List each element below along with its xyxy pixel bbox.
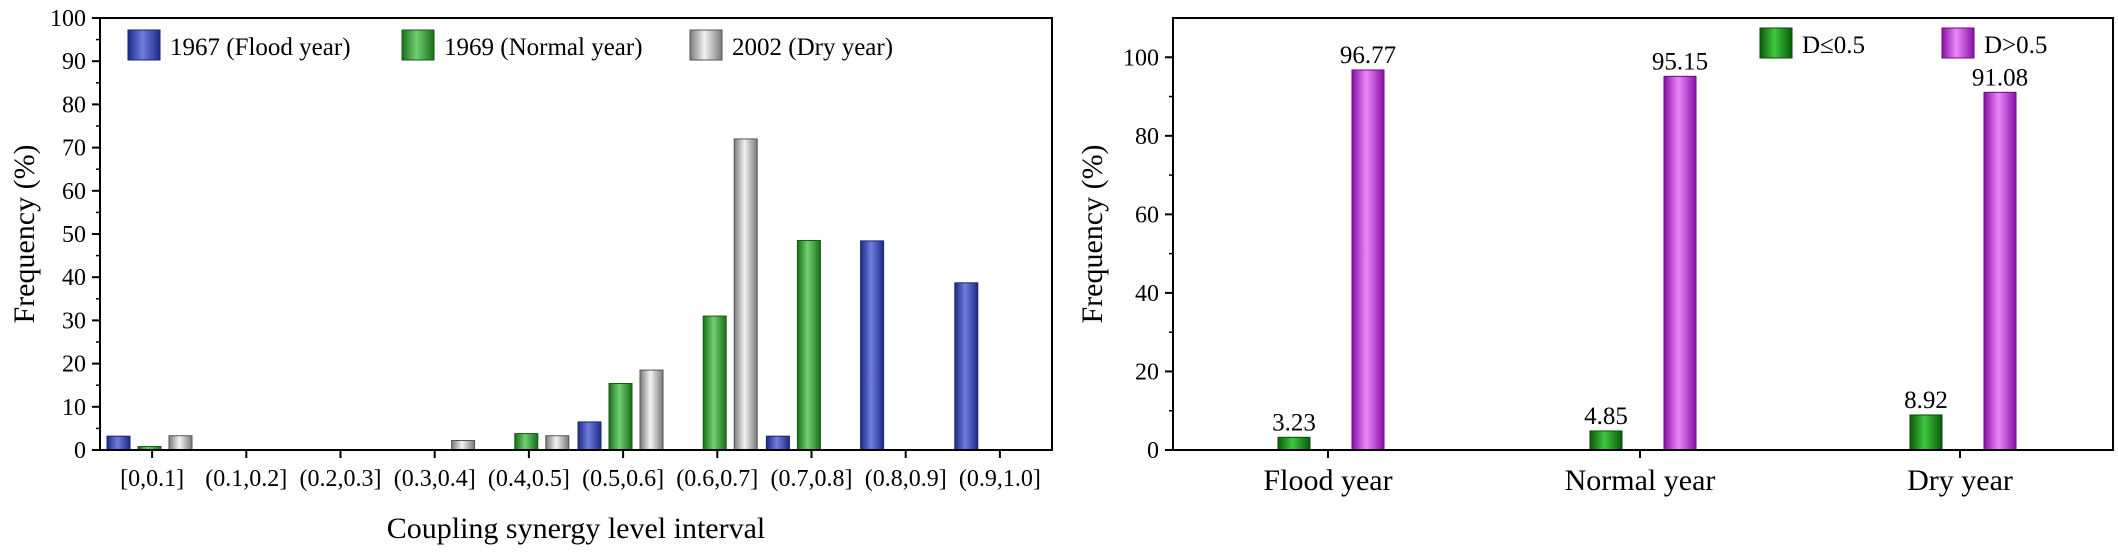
right-legend-swatch-1 [1759, 27, 1793, 59]
left-plot-frame [99, 17, 1053, 451]
left-legend: 1967 (Flood year) 1969 (Normal year) 2002 … [127, 29, 893, 61]
right-legend-swatch-2 [1941, 27, 1975, 59]
left-x-tick-label: (0.4,0.5] [488, 466, 570, 492]
chart-right: 3.23 96.77 4.85 95.15 8.92 91.08 0 20 40 60 80 100… [1076, 17, 2114, 497]
left-legend-label-1: 1967 (Flood year) [170, 34, 351, 61]
right-data-label-2-3: 91.08 [1972, 64, 2028, 91]
left-x-tick-label: (0.9,1.0] [959, 466, 1041, 492]
left-y-tick-label: 100 [50, 6, 86, 32]
left-bar-3-5 [545, 435, 570, 451]
right-y-tick-label: 0 [1147, 438, 1159, 464]
right-y-tick-label: 80 [1135, 124, 1159, 150]
right-x-tick-label: Normal year [1565, 464, 1716, 497]
right-data-label-2-1: 96.77 [1340, 42, 1396, 69]
right-legend-label-1: D≤0.5 [1802, 32, 1865, 59]
left-y-tick-label: 30 [62, 308, 86, 334]
left-y-axis-title: Frequency (%) [8, 144, 41, 323]
left-y-tick-label: 80 [62, 92, 86, 118]
right-plot-frame [1172, 17, 2114, 451]
left-y-tick-label: 20 [62, 352, 86, 378]
left-legend-label-3: 2002 (Dry year) [732, 34, 893, 61]
left-legend-swatch-3 [689, 29, 723, 61]
left-bar-1-8 [765, 435, 790, 451]
left-bar-1-9 [860, 240, 885, 451]
right-x-tick-label: Flood year [1263, 464, 1392, 497]
left-legend-swatch-1 [127, 29, 161, 61]
left-bar-3-4 [451, 439, 476, 451]
right-legend: D≤0.5 D>0.5 [1759, 27, 2047, 59]
right-bar-1-3 [1909, 414, 1943, 451]
right-y-tick-label: 20 [1135, 359, 1159, 385]
right-y-tick-label: 60 [1135, 202, 1159, 228]
left-y-tick-label: 70 [62, 136, 86, 162]
left-bar-3-6 [639, 369, 664, 451]
right-bar-2-3 [1983, 91, 2017, 451]
left-x-tick-label: [0,0.1] [120, 466, 184, 492]
left-legend-label-2: 1969 (Normal year) [444, 34, 643, 61]
left-bar-1-1 [106, 435, 131, 451]
right-data-label-2-2: 95.15 [1652, 48, 1708, 75]
left-y-tick-label: 90 [62, 49, 86, 75]
right-x-tick-label: Dry year [1907, 464, 2013, 497]
left-x-tick-label: (0.2,0.3] [300, 466, 382, 492]
left-x-tick-label: (0.7,0.8] [771, 466, 853, 492]
left-x-tick-label: (0.3,0.4] [394, 466, 476, 492]
left-x-axis-title: Coupling synergy level interval [387, 512, 766, 545]
right-bar-2-2 [1663, 75, 1697, 451]
left-y-tick-label: 60 [62, 179, 86, 205]
right-data-label-1-1: 3.23 [1272, 409, 1316, 436]
left-x-tick-label: (0.1,0.2] [205, 466, 287, 492]
left-x-tick-label: (0.6,0.7] [676, 466, 758, 492]
left-x-tick-label: (0.5,0.6] [582, 466, 664, 492]
right-y-tick-label: 100 [1123, 45, 1159, 71]
chart-left: 0 10 20 30 40 50 60 70 80 90 100 [0,0.1] (0.1,0.2] (… [8, 6, 1053, 545]
right-data-label-1-2: 4.85 [1584, 403, 1628, 430]
right-data-labels: 3.23 96.77 4.85 95.15 8.92 91.08 [1272, 42, 2028, 436]
left-bar-2-5 [514, 433, 539, 451]
right-y-tick-label: 40 [1135, 281, 1159, 307]
left-x-tick-label: (0.8,0.9] [865, 466, 947, 492]
left-bars [106, 138, 979, 451]
left-y-tick-label: 40 [62, 265, 86, 291]
right-x-axis: Flood year Normal year Dry year [1263, 450, 2013, 497]
right-bar-1-2 [1589, 430, 1623, 451]
right-y-axis-title: Frequency (%) [1076, 144, 1109, 323]
right-legend-label-2: D>0.5 [1984, 32, 2047, 59]
left-bar-1-10 [954, 282, 979, 451]
left-x-axis: [0,0.1] (0.1,0.2] (0.2,0.3] (0.3,0.4] (0.4,0… [120, 450, 1041, 492]
left-y-axis: 0 10 20 30 40 50 60 70 80 90 100 [50, 6, 100, 464]
right-data-label-1-3: 8.92 [1904, 387, 1948, 414]
right-bars [1277, 69, 2017, 451]
left-bar-2-7 [702, 315, 727, 451]
right-bar-1-1 [1277, 436, 1311, 451]
right-bar-2-1 [1351, 69, 1385, 451]
left-bar-2-6 [608, 382, 633, 451]
left-legend-swatch-2 [401, 29, 435, 61]
left-bar-2-8 [796, 239, 821, 451]
left-y-tick-label: 0 [74, 438, 86, 464]
left-bar-3-1 [168, 435, 193, 451]
left-bar-1-6 [577, 421, 602, 451]
left-y-tick-label: 10 [62, 395, 86, 421]
left-y-tick-label: 50 [62, 222, 86, 248]
left-bar-3-7 [733, 138, 758, 451]
right-y-axis: 0 20 40 60 80 100 [1123, 45, 1173, 464]
